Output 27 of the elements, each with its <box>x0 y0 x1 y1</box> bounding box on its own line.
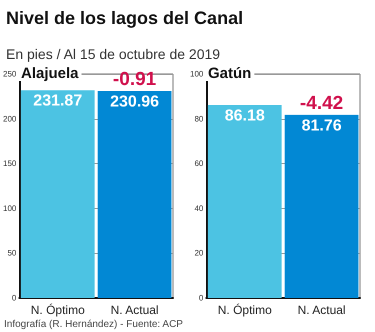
y-tick-label: 150 <box>2 159 17 168</box>
text: Nivel de los lagos del Canal <box>6 8 244 29</box>
y-tick-label: 80 <box>194 114 204 124</box>
y-tick-label: 60 <box>194 159 204 168</box>
data-label: 81.76 <box>302 117 342 134</box>
data-label: 86.18 <box>224 107 265 124</box>
annotation: -4.42 <box>300 92 344 114</box>
chart-title: Gatún <box>208 65 252 82</box>
chart-title: Alajuela <box>21 65 80 82</box>
y-tick-label: 100 <box>190 70 204 78</box>
text: En pies / Al 15 de octubre de 2019 <box>6 46 220 62</box>
text: Infografía (R. Hernández) - Fuente: ACP <box>4 319 183 330</box>
y-tick-label: 40 <box>194 204 204 213</box>
data-label: 230.96 <box>110 94 160 111</box>
x-tick-label: N. Actual <box>110 303 159 317</box>
y-tick-label: 0 <box>198 294 204 302</box>
y-tick-label: 50 <box>7 248 17 258</box>
data-label: 231.87 <box>33 92 82 110</box>
x-tick-label: N. Óptimo <box>30 303 86 317</box>
y-tick-label: 0 <box>12 294 17 302</box>
y-tick-label: 200 <box>2 114 17 124</box>
y-tick-label: 100 <box>2 204 17 213</box>
x-tick-label: N. Óptimo <box>218 303 272 317</box>
y-tick-label: 250 <box>2 70 17 78</box>
annotation: -0.91 <box>112 69 157 90</box>
y-tick-label: 20 <box>194 248 204 258</box>
x-tick-label: N. Actual <box>298 303 346 317</box>
